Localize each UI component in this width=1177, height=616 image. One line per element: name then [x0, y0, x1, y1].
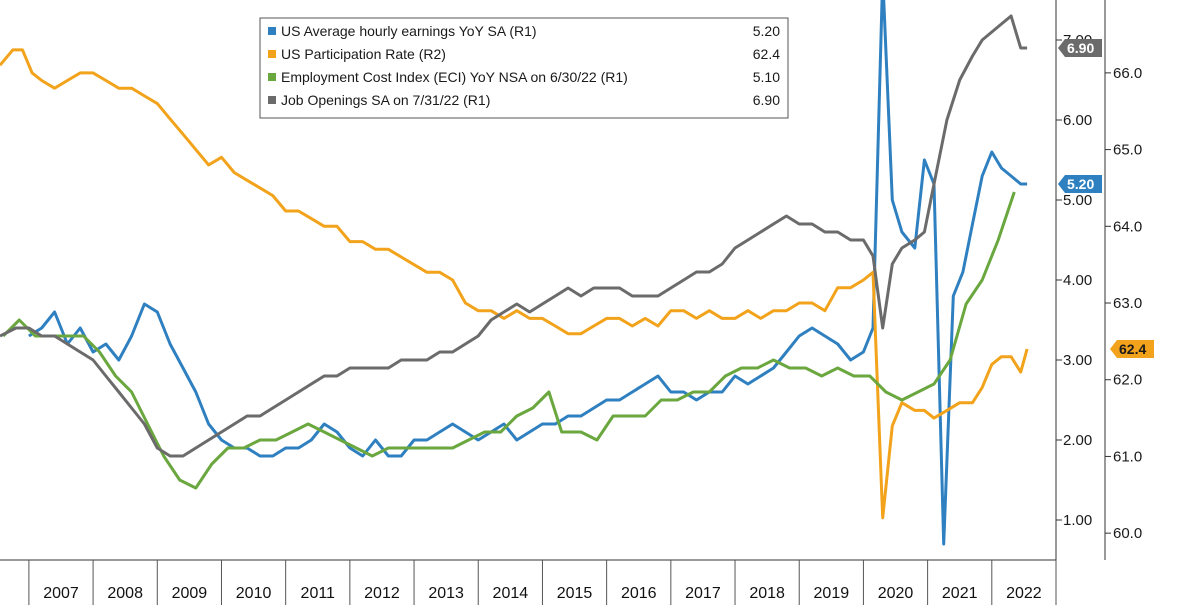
year-label: 2019 — [814, 585, 850, 602]
series-line-2 — [2, 191, 1016, 490]
series-line-0 — [28, 0, 1028, 546]
left-tick-label: 6.00 — [1063, 112, 1092, 129]
left-tick-label: 1.00 — [1063, 512, 1092, 529]
year-label: 2016 — [621, 585, 657, 602]
end-value-tags: 6.90 5.20 62.4 — [1058, 39, 1154, 359]
end-tag-label: 6.90 — [1067, 40, 1094, 56]
right-tick-label: 66.0 — [1113, 65, 1142, 82]
end-tag-label: 5.20 — [1067, 176, 1094, 192]
legend-swatch — [268, 27, 276, 35]
legend-swatch — [268, 50, 276, 58]
legend: US Average hourly earnings YoY SA (R1) 5.… — [259, 17, 789, 119]
legend-value: 6.90 — [753, 92, 780, 108]
legend-label: Employment Cost Index (ECI) YoY NSA on 6… — [281, 69, 628, 85]
legend-label: US Average hourly earnings YoY SA (R1) — [281, 23, 537, 39]
left-tick-label: 5.00 — [1063, 192, 1092, 209]
x-axis-year-labels: 2007 2008 2009 2010 2011 2012 2013 2014 2015 2016… — [28, 560, 1057, 605]
right-axis-ticks: 60.0 61.0 62.0 63.0 64.0 65.0 66.0 — [1105, 65, 1142, 542]
series-line-1 — [0, 48, 1029, 520]
legend-label: Job Openings SA on 7/31/22 (R1) — [281, 92, 490, 108]
series-line-3 — [0, 14, 1028, 458]
legend-swatch — [268, 96, 276, 104]
year-label: 2015 — [557, 585, 593, 602]
right-tick-label: 65.0 — [1113, 142, 1142, 159]
legend-value: 5.20 — [753, 23, 780, 39]
year-label: 2009 — [172, 585, 208, 602]
series-layer — [0, 0, 1029, 546]
right-tick-label: 64.0 — [1113, 218, 1142, 235]
legend-value: 5.10 — [753, 69, 780, 85]
right-tick-label: 63.0 — [1113, 295, 1142, 312]
year-label: 2014 — [493, 585, 529, 602]
end-tag-label: 62.4 — [1119, 341, 1146, 357]
year-label: 2013 — [428, 585, 464, 602]
year-label: 2022 — [1006, 585, 1042, 602]
legend-label: US Participation Rate (R2) — [281, 46, 446, 62]
year-label: 2018 — [749, 585, 785, 602]
legend-swatch — [268, 73, 276, 81]
year-label: 2021 — [942, 585, 978, 602]
year-label: 2008 — [107, 585, 143, 602]
left-axis-ticks: 1.002.003.004.005.006.007.00 — [1056, 32, 1092, 529]
right-tick-label: 62.0 — [1113, 372, 1142, 389]
right-tick-label: 60.0 — [1113, 525, 1142, 542]
year-label: 2010 — [236, 585, 272, 602]
year-label: 2020 — [878, 585, 914, 602]
legend-value: 62.4 — [753, 46, 780, 62]
left-tick-label: 2.00 — [1063, 432, 1092, 449]
end-tag-0 — [1058, 39, 1102, 57]
right-tick-label: 61.0 — [1113, 448, 1142, 465]
year-label: 2007 — [43, 585, 79, 602]
legend-box — [259, 17, 789, 119]
end-tag-1 — [1058, 175, 1102, 193]
year-label: 2012 — [364, 585, 400, 602]
end-tag-2 — [1110, 340, 1154, 359]
year-label: 2011 — [301, 585, 336, 602]
left-tick-label: 4.00 — [1063, 272, 1092, 289]
left-tick-label: 3.00 — [1063, 352, 1092, 369]
year-label: 2017 — [685, 585, 721, 602]
